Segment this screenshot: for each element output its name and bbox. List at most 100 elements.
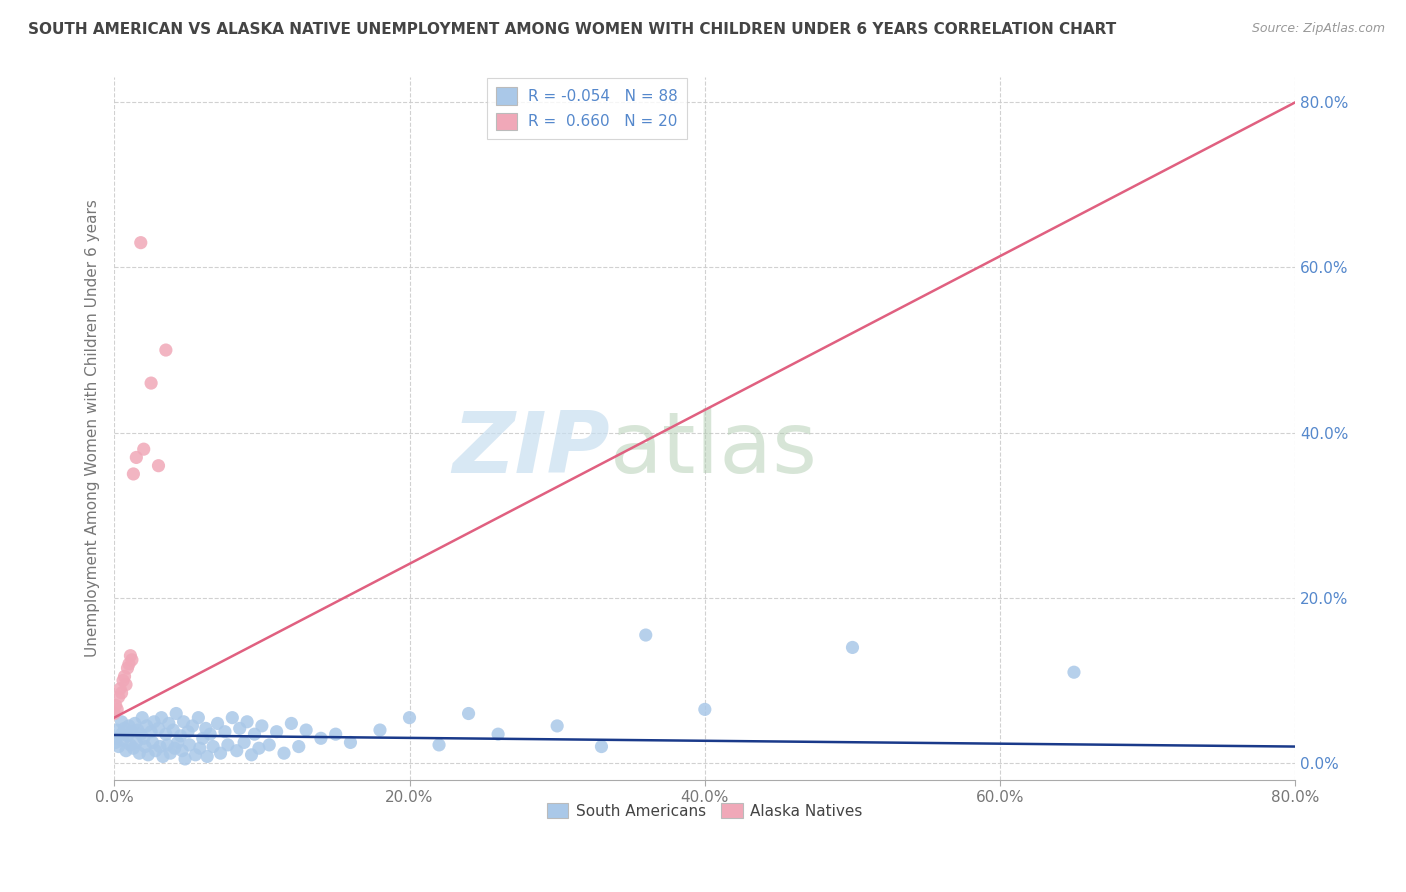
Point [112,673,135,688]
Point [169,729,191,743]
Point [398,711,420,725]
Point [195,749,218,764]
Point [177,724,200,739]
Text: atlas: atlas [610,408,818,491]
Point [122,467,145,481]
Point [117,661,139,675]
Point [325,727,347,741]
Point [240,747,263,762]
Point [159,746,181,760]
Point [120,648,142,663]
Point [114,669,136,683]
Point [114,722,136,736]
Point [179,738,201,752]
Point [174,752,197,766]
Point [134,739,156,754]
Point [124,716,146,731]
Point [110,714,132,729]
Point [166,735,188,749]
Point [125,450,148,465]
Point [143,714,166,729]
Point [214,724,236,739]
Point [194,722,217,736]
Point [120,738,142,752]
Point [173,714,195,729]
Point [202,739,225,754]
Point [117,729,139,743]
Point [247,741,270,756]
Point [132,731,155,746]
Legend: South Americans, Alaska Natives: South Americans, Alaska Natives [541,797,869,824]
Point [145,744,167,758]
Point [295,723,318,737]
Point [115,677,138,691]
Point [156,738,179,752]
Point [107,739,129,754]
Point [1063,665,1085,680]
Point [233,735,256,749]
Point [209,746,232,760]
Point [135,719,157,733]
Point [105,702,128,716]
Point [486,727,509,741]
Point [118,657,141,671]
Point [162,723,184,737]
Point [243,727,266,741]
Point [122,741,145,756]
Point [427,738,450,752]
Point [129,235,152,250]
Point [103,706,125,721]
Point [136,747,159,762]
Point [149,739,172,754]
Text: SOUTH AMERICAN VS ALASKA NATIVE UNEMPLOYMENT AMONG WOMEN WITH CHILDREN UNDER 6 Y: SOUTH AMERICAN VS ALASKA NATIVE UNEMPLOY… [28,22,1116,37]
Point [287,739,309,754]
Point [103,731,125,746]
Point [104,698,127,713]
Point [634,628,657,642]
Point [139,376,162,390]
Point [172,744,194,758]
Point [841,640,863,655]
Point [131,711,153,725]
Point [150,711,173,725]
Point [250,719,273,733]
Point [221,711,243,725]
Point [129,727,152,741]
Point [236,714,259,729]
Point [121,724,143,739]
Point [105,723,128,737]
Point [127,723,149,737]
Point [217,738,239,752]
Point [188,741,211,756]
Point [112,733,135,747]
Point [139,724,162,739]
Point [152,749,174,764]
Point [184,747,207,762]
Point [155,343,177,357]
Point [191,731,214,746]
Point [339,735,361,749]
Point [110,727,132,741]
Point [273,746,295,760]
Point [225,744,247,758]
Point [128,746,150,760]
Point [591,739,613,754]
Point [257,738,280,752]
Point [163,741,186,756]
Point [693,702,716,716]
Y-axis label: Unemployment Among Women with Children Under 6 years: Unemployment Among Women with Children U… [86,200,100,657]
Point [309,731,332,746]
Point [546,719,568,733]
Point [187,711,209,725]
Point [155,727,177,741]
Point [110,686,132,700]
Point [266,724,288,739]
Point [207,716,229,731]
Point [368,723,391,737]
Point [148,722,170,736]
Point [118,719,141,733]
Point [132,442,155,457]
Point [115,744,138,758]
Point [104,735,127,749]
Point [165,706,187,721]
